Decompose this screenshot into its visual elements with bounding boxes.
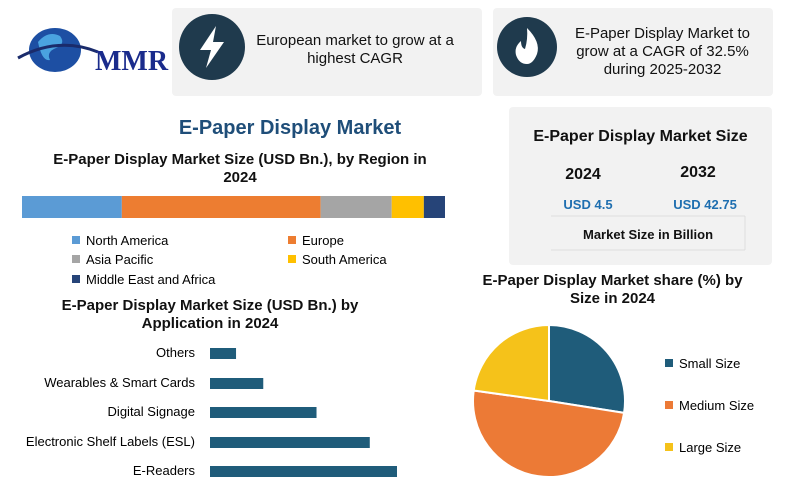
- legend-swatch: [288, 255, 296, 263]
- legend-swatch: [72, 236, 80, 244]
- legend-label: North America: [86, 233, 169, 248]
- bar-segment: [22, 196, 122, 218]
- legend-swatch: [288, 236, 296, 244]
- market-size-title: E-Paper Display Market Size: [533, 128, 748, 145]
- bar: [210, 407, 317, 418]
- chart-title: E-Paper Display Market Size (USD Bn.), b…: [53, 151, 427, 186]
- category-label: Digital Signage: [108, 404, 195, 419]
- category-label: Others: [156, 345, 196, 360]
- year: 2032: [680, 164, 716, 181]
- banner-text: European market to grow at a highest CAG…: [256, 32, 454, 67]
- pie-slice: [472, 323, 550, 403]
- icon-flame: [497, 17, 557, 77]
- category-label: Wearables & Smart Cards: [44, 375, 195, 390]
- legend-label: Middle East and Africa: [86, 272, 216, 287]
- legend-swatch: [665, 443, 673, 451]
- year: 2024: [565, 166, 601, 183]
- bar: [210, 466, 397, 477]
- legend-label: South America: [302, 252, 387, 267]
- legend-label: Medium Size: [679, 398, 754, 413]
- category-label: Electronic Shelf Labels (ESL): [26, 434, 195, 449]
- pie-slice: [548, 323, 626, 415]
- bar-segment: [320, 196, 392, 218]
- banner-text: E-Paper Display Market to grow at a CAGR…: [574, 25, 751, 78]
- bar-segment: [423, 196, 445, 218]
- bar: [210, 348, 237, 359]
- legend-label: Small Size: [679, 356, 740, 371]
- bar: [210, 378, 264, 389]
- legend-swatch: [665, 401, 673, 409]
- legend-swatch: [665, 359, 673, 367]
- logo-text: MMR: [95, 46, 169, 77]
- bar-segment: [391, 196, 424, 218]
- market-value: USD 42.75: [673, 197, 737, 212]
- icon-bolt: [179, 14, 245, 80]
- legend-swatch: [72, 255, 80, 263]
- pie-slice: [472, 389, 626, 478]
- chart-title: E-Paper Display Market share (%) by Size…: [482, 272, 743, 307]
- market-size-box: [509, 107, 772, 265]
- bar-segment: [121, 196, 321, 218]
- market-value: USD 4.5: [563, 197, 613, 212]
- main-title: E-Paper Display Market: [178, 117, 402, 139]
- legend-label: Asia Pacific: [86, 252, 154, 267]
- bar: [210, 437, 370, 448]
- logo-globe: [17, 28, 99, 72]
- legend-swatch: [72, 275, 80, 283]
- legend-label: Large Size: [679, 440, 741, 455]
- legend-label: Europe: [302, 233, 344, 248]
- category-label: E-Readers: [133, 463, 196, 478]
- market-size-note: Market Size in Billion: [582, 227, 714, 242]
- chart-title: E-Paper Display Market Size (USD Bn.) by…: [61, 297, 359, 332]
